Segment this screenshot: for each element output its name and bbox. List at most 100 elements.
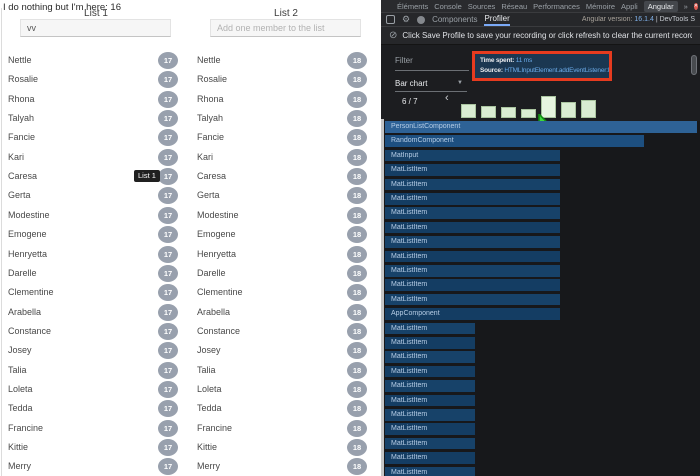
flame-bar-MatListItem[interactable]: MatListItem bbox=[385, 409, 475, 421]
tab-reseau[interactable]: Réseau bbox=[501, 1, 528, 11]
person-row-list1[interactable]: Clementine 17 bbox=[0, 284, 381, 302]
person-row-list2[interactable]: Clementine 18 bbox=[0, 284, 381, 302]
frame-bar[interactable] bbox=[561, 102, 576, 118]
frame-bar[interactable] bbox=[501, 107, 516, 118]
flame-bar-MatListItem[interactable]: MatListItem bbox=[385, 365, 475, 378]
person-row-list1[interactable]: Modestine 17 bbox=[0, 206, 381, 224]
flame-bar-MatListItem[interactable]: MatListItem bbox=[385, 164, 560, 176]
person-row-list2[interactable]: Arabella 18 bbox=[0, 303, 381, 321]
person-row-list2[interactable]: Kittie 18 bbox=[0, 439, 381, 456]
more-tabs-icon[interactable]: » bbox=[683, 1, 688, 11]
person-row-list2[interactable]: Talyah 18 bbox=[0, 110, 381, 128]
person-row-list2[interactable]: Josey 18 bbox=[0, 342, 381, 360]
person-row-list2[interactable]: Darelle 18 bbox=[0, 264, 381, 282]
person-row-list2[interactable]: Constance 18 bbox=[0, 322, 381, 340]
person-name: Nettle bbox=[8, 55, 32, 65]
flame-bar-MatListItem[interactable]: MatListItem bbox=[385, 322, 475, 335]
person-row-list2[interactable]: Rhona 18 bbox=[0, 90, 381, 108]
frame-bar[interactable] bbox=[541, 96, 556, 118]
person-row-list2[interactable]: Gerta 18 bbox=[0, 187, 381, 205]
tab-angular[interactable]: Angular bbox=[643, 0, 678, 12]
flame-left-scrollbar[interactable] bbox=[381, 119, 384, 476]
gear-icon[interactable]: ⚙ bbox=[402, 14, 411, 24]
flame-bar-RandomComponent[interactable]: RandomComponent bbox=[385, 135, 644, 147]
list1-input[interactable] bbox=[20, 19, 171, 37]
flame-bar-MatListItem[interactable]: MatListItem bbox=[385, 351, 475, 363]
person-row-list1[interactable]: Darelle 17 bbox=[0, 264, 381, 282]
tab-console[interactable]: Console bbox=[434, 1, 462, 11]
flame-bar-MatInput[interactable]: MatInput bbox=[385, 149, 560, 162]
person-row-list1[interactable]: Talyah 17 bbox=[0, 110, 381, 128]
chevron-down-icon[interactable]: ▼ bbox=[457, 80, 463, 86]
person-row-list1[interactable]: Gerta 17 bbox=[0, 187, 381, 205]
flame-bar-MatListItem[interactable]: MatListItem bbox=[385, 207, 560, 219]
person-row-list1[interactable]: Tedda 17 bbox=[0, 400, 381, 418]
record-profile-button[interactable] bbox=[417, 15, 426, 24]
person-row-list2[interactable]: Caresa 18 bbox=[0, 168, 381, 186]
tab-profiler[interactable]: Profiler bbox=[484, 14, 510, 26]
flame-bar-MatListItem[interactable]: MatListItem bbox=[385, 178, 560, 191]
person-row-list1[interactable]: Kittie 17 bbox=[0, 439, 381, 456]
person-row-list1[interactable]: Rhona 17 bbox=[0, 90, 381, 108]
tab-elements[interactable]: Éléments bbox=[397, 1, 429, 11]
person-row-list1[interactable]: Fancie 17 bbox=[0, 129, 381, 147]
person-row-list2[interactable]: Henryetta 18 bbox=[0, 245, 381, 263]
person-row-list1[interactable]: Kari 17 bbox=[0, 148, 381, 166]
tab-appli[interactable]: Appli bbox=[621, 1, 638, 11]
flame-bar-MatListItem[interactable]: MatListItem bbox=[385, 221, 560, 234]
person-row-list1[interactable]: Nettle 17 bbox=[0, 52, 381, 69]
frame-bar[interactable] bbox=[581, 100, 596, 118]
person-row-list1[interactable]: Emogene 17 bbox=[0, 226, 381, 244]
tab-memoire[interactable]: Mémoire bbox=[585, 1, 616, 11]
person-row-list2[interactable]: Talia 18 bbox=[0, 361, 381, 379]
person-row-list2[interactable]: Nettle 18 bbox=[0, 52, 381, 69]
previous-frame-button[interactable]: ‹ bbox=[445, 92, 449, 104]
person-row-list1[interactable]: Arabella 17 bbox=[0, 303, 381, 321]
flame-bar-PersonListComponent[interactable]: PersonListComponent bbox=[385, 121, 697, 133]
frame-bar[interactable] bbox=[461, 104, 476, 118]
flame-bar-MatListItem[interactable]: MatListItem bbox=[385, 466, 475, 476]
person-row-list1[interactable]: Merry 17 bbox=[0, 458, 381, 476]
flame-bar-MatListItem[interactable]: MatListItem bbox=[385, 279, 560, 291]
filter-input[interactable]: Filter bbox=[395, 56, 413, 65]
person-row-list1[interactable]: Caresa 17 bbox=[0, 168, 381, 186]
person-row-list1[interactable]: Talia 17 bbox=[0, 361, 381, 379]
person-row-list2[interactable]: Francine 18 bbox=[0, 419, 381, 437]
error-icon[interactable]: ✕ bbox=[693, 2, 698, 10]
chart-type-select[interactable]: Bar chart bbox=[395, 79, 428, 88]
person-row-list2[interactable]: Fancie 18 bbox=[0, 129, 381, 147]
person-row-list2[interactable]: Emogene 18 bbox=[0, 226, 381, 244]
frame-bar[interactable] bbox=[521, 109, 536, 118]
person-row-list1[interactable]: Loleta 17 bbox=[0, 380, 381, 398]
tab-performances[interactable]: Performances bbox=[533, 1, 580, 11]
flame-bar-MatListItem[interactable]: MatListItem bbox=[385, 337, 475, 349]
tab-sources[interactable]: Sources bbox=[467, 1, 496, 11]
list2-input[interactable] bbox=[210, 19, 361, 37]
angular-panel-icon[interactable] bbox=[386, 15, 395, 24]
flame-bar-MatListItem[interactable]: MatListItem bbox=[385, 193, 560, 205]
person-row-list1[interactable]: Henryetta 17 bbox=[0, 245, 381, 263]
flame-bar-MatListItem[interactable]: MatListItem bbox=[385, 452, 475, 464]
person-row-list2[interactable]: Rosalie 18 bbox=[0, 71, 381, 89]
person-row-list1[interactable]: Josey 17 bbox=[0, 342, 381, 360]
flame-bar-AppComponent[interactable]: AppComponent bbox=[385, 308, 560, 320]
tab-components[interactable]: Components bbox=[432, 15, 478, 24]
person-row-list2[interactable]: Tedda 18 bbox=[0, 400, 381, 418]
frame-bar[interactable] bbox=[481, 106, 496, 118]
person-row-list1[interactable]: Francine 17 bbox=[0, 419, 381, 437]
flame-bar-MatListItem[interactable]: MatListItem bbox=[385, 265, 560, 277]
person-row-list1[interactable]: Rosalie 17 bbox=[0, 71, 381, 89]
flame-bar-MatListItem[interactable]: MatListItem bbox=[385, 423, 475, 435]
person-row-list2[interactable]: Merry 18 bbox=[0, 458, 381, 476]
flame-bar-MatListItem[interactable]: MatListItem bbox=[385, 437, 475, 450]
flame-bar-MatListItem[interactable]: MatListItem bbox=[385, 236, 560, 248]
flame-bar-MatListItem[interactable]: MatListItem bbox=[385, 293, 560, 306]
flame-bar-MatListItem[interactable]: MatListItem bbox=[385, 394, 475, 407]
person-row-list1[interactable]: Constance 17 bbox=[0, 322, 381, 340]
flame-bar-MatListItem[interactable]: MatListItem bbox=[385, 250, 560, 263]
person-row-list2[interactable]: Loleta 18 bbox=[0, 380, 381, 398]
person-row-list2[interactable]: Kari 18 bbox=[0, 148, 381, 166]
person-row-list2[interactable]: Modestine 18 bbox=[0, 206, 381, 224]
flame-bar-MatListItem[interactable]: MatListItem bbox=[385, 380, 475, 392]
scrollbar-thumb[interactable] bbox=[691, 55, 697, 75]
